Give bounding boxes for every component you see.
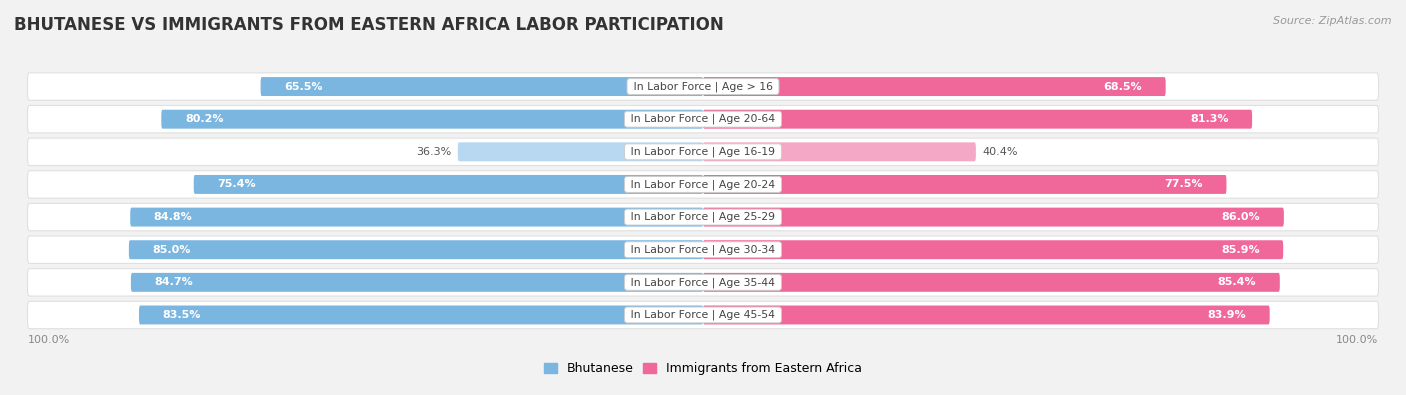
FancyBboxPatch shape: [28, 73, 1378, 100]
Text: BHUTANESE VS IMMIGRANTS FROM EASTERN AFRICA LABOR PARTICIPATION: BHUTANESE VS IMMIGRANTS FROM EASTERN AFR…: [14, 16, 724, 34]
FancyBboxPatch shape: [28, 269, 1378, 296]
Text: 81.3%: 81.3%: [1189, 114, 1229, 124]
Text: In Labor Force | Age 35-44: In Labor Force | Age 35-44: [627, 277, 779, 288]
FancyBboxPatch shape: [139, 305, 703, 324]
FancyBboxPatch shape: [28, 203, 1378, 231]
Text: 83.5%: 83.5%: [163, 310, 201, 320]
Text: In Labor Force | Age 20-64: In Labor Force | Age 20-64: [627, 114, 779, 124]
FancyBboxPatch shape: [129, 240, 703, 259]
FancyBboxPatch shape: [28, 236, 1378, 263]
Text: 77.5%: 77.5%: [1164, 179, 1202, 190]
Text: 85.4%: 85.4%: [1218, 277, 1256, 287]
FancyBboxPatch shape: [260, 77, 703, 96]
Text: 75.4%: 75.4%: [218, 179, 256, 190]
Text: In Labor Force | Age 16-19: In Labor Force | Age 16-19: [627, 147, 779, 157]
FancyBboxPatch shape: [28, 138, 1378, 166]
FancyBboxPatch shape: [703, 273, 1279, 292]
FancyBboxPatch shape: [458, 142, 703, 161]
Text: 85.0%: 85.0%: [152, 245, 191, 255]
Text: 100.0%: 100.0%: [1336, 335, 1378, 345]
Text: 80.2%: 80.2%: [186, 114, 224, 124]
FancyBboxPatch shape: [194, 175, 703, 194]
FancyBboxPatch shape: [28, 171, 1378, 198]
FancyBboxPatch shape: [703, 110, 1253, 129]
FancyBboxPatch shape: [28, 105, 1378, 133]
FancyBboxPatch shape: [162, 110, 703, 129]
Text: 84.8%: 84.8%: [153, 212, 193, 222]
FancyBboxPatch shape: [703, 240, 1284, 259]
Text: 68.5%: 68.5%: [1104, 81, 1142, 92]
FancyBboxPatch shape: [703, 175, 1226, 194]
FancyBboxPatch shape: [703, 208, 1284, 227]
Text: 83.9%: 83.9%: [1208, 310, 1246, 320]
Text: 84.7%: 84.7%: [155, 277, 193, 287]
Legend: Bhutanese, Immigrants from Eastern Africa: Bhutanese, Immigrants from Eastern Afric…: [538, 357, 868, 380]
Text: 100.0%: 100.0%: [28, 335, 70, 345]
Text: In Labor Force | Age 45-54: In Labor Force | Age 45-54: [627, 310, 779, 320]
FancyBboxPatch shape: [131, 208, 703, 227]
Text: 86.0%: 86.0%: [1222, 212, 1260, 222]
FancyBboxPatch shape: [703, 77, 1166, 96]
Text: 65.5%: 65.5%: [284, 81, 323, 92]
Text: In Labor Force | Age 20-24: In Labor Force | Age 20-24: [627, 179, 779, 190]
Text: In Labor Force | Age > 16: In Labor Force | Age > 16: [630, 81, 776, 92]
FancyBboxPatch shape: [131, 273, 703, 292]
Text: In Labor Force | Age 25-29: In Labor Force | Age 25-29: [627, 212, 779, 222]
Text: Source: ZipAtlas.com: Source: ZipAtlas.com: [1274, 16, 1392, 26]
Text: In Labor Force | Age 30-34: In Labor Force | Age 30-34: [627, 245, 779, 255]
Text: 40.4%: 40.4%: [983, 147, 1018, 157]
FancyBboxPatch shape: [703, 305, 1270, 324]
Text: 36.3%: 36.3%: [416, 147, 451, 157]
FancyBboxPatch shape: [703, 142, 976, 161]
Text: 85.9%: 85.9%: [1220, 245, 1260, 255]
FancyBboxPatch shape: [28, 301, 1378, 329]
